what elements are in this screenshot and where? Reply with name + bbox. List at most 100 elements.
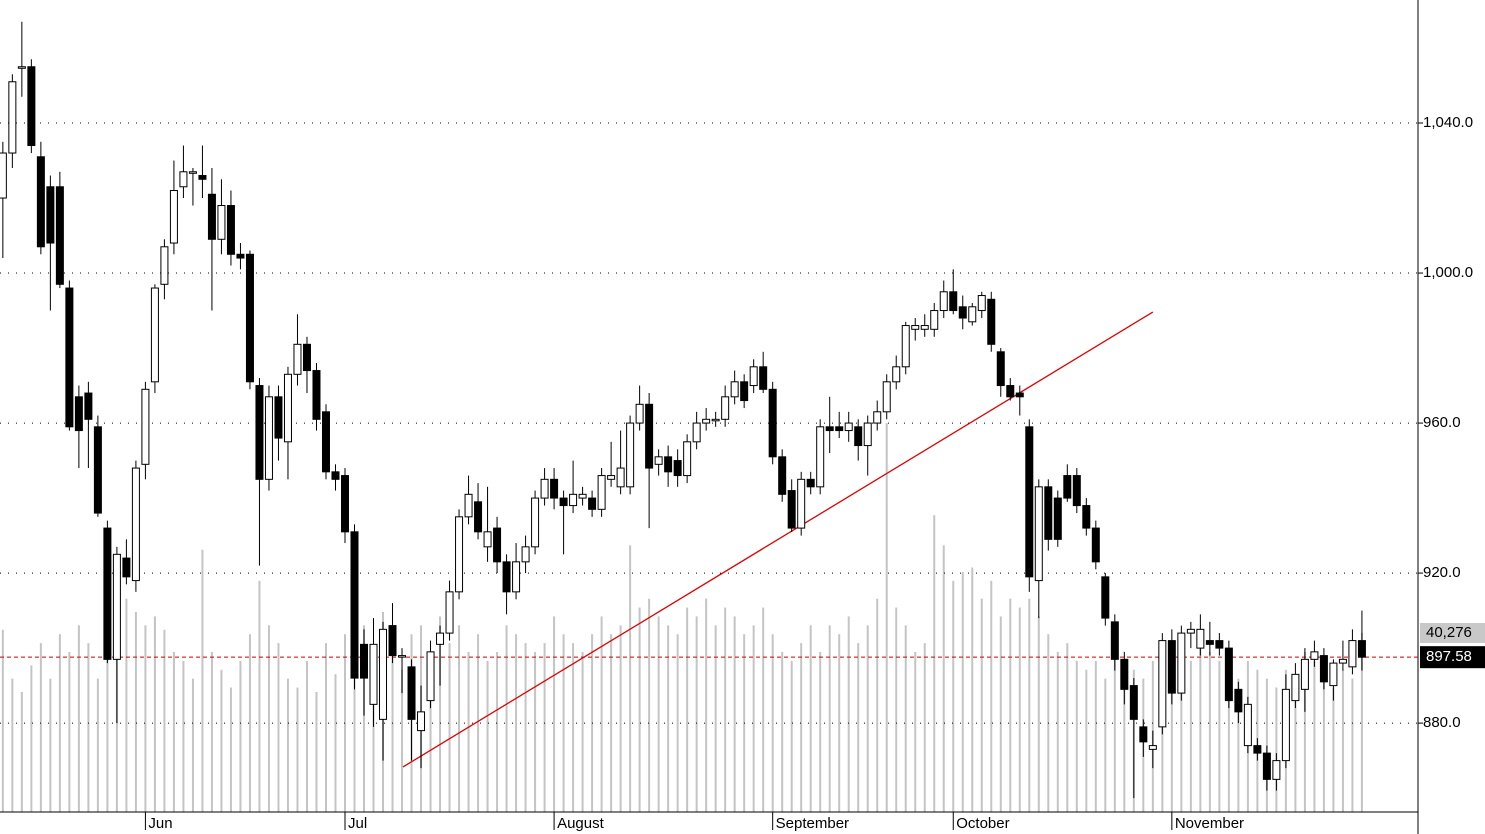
y-tick-label: 880.0	[1423, 714, 1461, 731]
volume-bar	[648, 598, 651, 812]
volume-bar	[705, 598, 708, 812]
candle-body	[331, 471, 340, 480]
candle-body	[464, 493, 473, 518]
candle-body	[863, 422, 872, 447]
candle-body	[740, 381, 749, 402]
volume-bar	[838, 634, 841, 812]
candle-body	[455, 516, 464, 593]
candle-body	[683, 441, 692, 477]
candle-body	[968, 306, 977, 323]
volume-bar	[439, 616, 442, 812]
candle-body	[198, 175, 207, 180]
candle-body	[645, 403, 654, 469]
candle-body	[1148, 745, 1157, 750]
candle-body	[1215, 640, 1224, 649]
candle-body	[1072, 475, 1081, 507]
volume-bar	[391, 643, 394, 812]
candle-body	[1300, 658, 1309, 690]
candle-body	[702, 418, 711, 424]
volume-bar	[486, 660, 489, 812]
volume-bar	[353, 607, 356, 812]
volume-bar	[629, 545, 632, 812]
candle-body	[721, 396, 730, 420]
volume-bar	[68, 652, 71, 812]
volume-bar	[153, 616, 156, 812]
candle-body	[1196, 628, 1205, 649]
candle-body	[255, 385, 264, 480]
candle-body	[46, 186, 55, 244]
volume-bar	[125, 598, 128, 812]
candle-body	[521, 546, 530, 563]
volume-bar	[115, 652, 118, 812]
volume-bar	[809, 625, 812, 812]
volume-bar	[1360, 632, 1363, 812]
candle-body	[844, 422, 853, 432]
volume-bar	[781, 652, 784, 812]
candle-body	[340, 475, 349, 533]
candle-body	[1006, 385, 1015, 398]
candle-body	[626, 422, 635, 488]
candle-body	[759, 366, 768, 390]
candle-body	[597, 475, 606, 510]
candle-body	[996, 351, 1005, 387]
candle-body	[236, 253, 245, 259]
candle-body	[8, 81, 17, 154]
candle-body	[388, 625, 397, 657]
volume-bar	[1237, 678, 1240, 812]
y-tick-label: 960.0	[1423, 414, 1461, 431]
volume-bar	[667, 625, 670, 812]
candle-body	[350, 531, 359, 679]
candle-body	[1082, 505, 1091, 529]
candle-body	[1205, 640, 1214, 645]
volume-bar	[1066, 643, 1069, 812]
candle-body	[939, 291, 948, 312]
candle-body	[360, 643, 369, 679]
volume-bar	[714, 625, 717, 812]
volume-bar	[724, 607, 727, 812]
candle-body	[474, 501, 483, 533]
volume-bar	[182, 660, 185, 812]
x-tick-label: Jun	[148, 815, 172, 832]
volume-bar	[239, 660, 242, 812]
volume-bar	[1189, 660, 1192, 812]
volume-bar	[1208, 652, 1211, 812]
volume-bar	[990, 580, 993, 812]
candle-body	[1186, 628, 1195, 634]
volume-bar	[1322, 669, 1325, 812]
candle-body	[36, 156, 45, 248]
candle-body	[150, 287, 159, 383]
candle-body	[512, 561, 521, 593]
price-label: 897.58	[1426, 648, 1472, 665]
candle-body	[17, 66, 26, 69]
volume-bar	[363, 625, 366, 812]
candle-body	[1025, 426, 1034, 578]
volume-bar	[1275, 687, 1278, 812]
volume-bar	[895, 607, 898, 812]
y-tick-label: 1,040.0	[1423, 114, 1473, 131]
candle-body	[1329, 662, 1338, 687]
candle-body	[958, 306, 967, 319]
candle-body	[1224, 647, 1233, 702]
volume-label-box	[1420, 622, 1485, 643]
volume-bar	[1218, 660, 1221, 812]
candle-body	[1243, 703, 1252, 747]
candle-body	[654, 456, 663, 465]
candle-body	[1167, 640, 1176, 694]
volume-bar	[524, 643, 527, 812]
candle-body	[65, 287, 74, 428]
volume-bar	[610, 634, 613, 812]
candle-body	[1348, 640, 1357, 668]
volume-bar	[220, 669, 223, 812]
candle-body	[673, 460, 682, 477]
candle-body	[179, 171, 188, 188]
volume-bar	[553, 616, 556, 812]
candle-body	[835, 426, 844, 432]
volume-bar	[600, 616, 603, 812]
candle-body	[531, 497, 540, 548]
price-label-box	[1420, 646, 1485, 669]
candle-body	[1357, 640, 1366, 658]
volume-bar	[1056, 652, 1059, 812]
candle-body	[711, 418, 720, 422]
